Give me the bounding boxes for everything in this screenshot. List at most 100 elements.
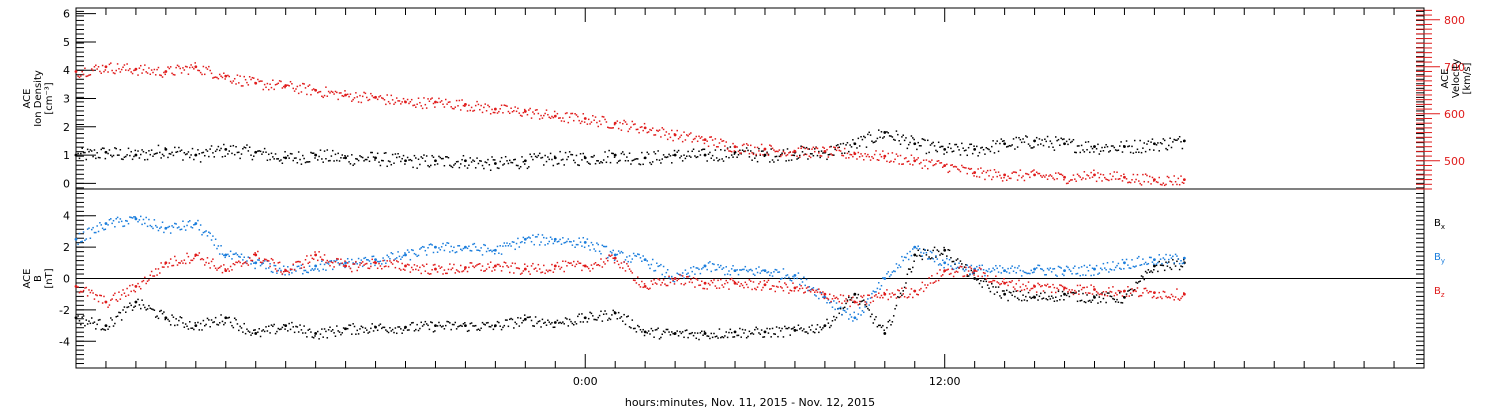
- scatter-dot-Bz: [85, 286, 88, 289]
- scatter-dot-black: [830, 145, 832, 148]
- scatter-dot-black: [917, 141, 919, 144]
- scatter-dot-By: [116, 216, 119, 219]
- scatter-dot-By: [189, 220, 191, 222]
- scatter-dot-Bx: [333, 332, 335, 334]
- scatter-dot-red: [214, 76, 217, 78]
- scatter-dot-By: [1180, 259, 1182, 262]
- scatter-dot-red: [274, 83, 277, 86]
- scatter-dot-Bx: [402, 329, 405, 331]
- scatter-dot-Bx: [624, 323, 627, 326]
- scatter-dot-Bx: [1031, 296, 1034, 299]
- scatter-dot-red: [171, 72, 173, 75]
- scatter-dot-Bx: [770, 336, 772, 338]
- scatter-dot-black: [868, 131, 870, 134]
- scatter-dot-Bx: [476, 329, 478, 331]
- scatter-dot-Bz: [428, 273, 431, 275]
- scatter-dot-red: [837, 146, 839, 149]
- scatter-dot-black: [892, 138, 895, 141]
- scatter-dot-By: [434, 246, 436, 249]
- scatter-dot-By: [480, 247, 482, 249]
- scatter-dot-red: [118, 68, 120, 70]
- scatter-dot-Bz: [1072, 293, 1075, 296]
- scatter-dot-black: [724, 149, 726, 152]
- scatter-dot-By: [744, 265, 747, 268]
- scatter-dot-red: [956, 168, 959, 170]
- scatter-dot-red: [676, 129, 678, 132]
- scatter-dot-red: [841, 154, 843, 157]
- scatter-dot-Bz: [126, 287, 128, 290]
- scatter-dot-black: [229, 145, 232, 147]
- scatter-dot-red: [481, 111, 484, 114]
- scatter-dot-By: [575, 243, 578, 246]
- scatter-dot-black: [1084, 141, 1087, 143]
- scatter-dot-By: [1121, 258, 1124, 261]
- scatter-dot-Bx: [888, 319, 891, 322]
- scatter-dot-black: [419, 163, 421, 166]
- scatter-dot-black: [78, 157, 81, 160]
- scatter-dot-red: [476, 100, 478, 103]
- scatter-dot-black: [413, 154, 416, 157]
- scatter-dot-Bz: [342, 265, 345, 267]
- scatter-dot-black: [816, 154, 819, 157]
- scatter-dot-black: [522, 161, 525, 163]
- scatter-dot-red: [846, 152, 849, 155]
- scatter-dot-By: [789, 279, 791, 281]
- scatter-dot-Bx: [812, 331, 815, 333]
- scatter-dot-red: [1093, 169, 1095, 172]
- scatter-dot-black: [1151, 138, 1154, 140]
- left-axis-title: ACE: [22, 89, 33, 109]
- scatter-dot-black: [777, 159, 779, 161]
- scatter-dot-By: [756, 271, 759, 274]
- scatter-dot-Bz: [104, 300, 107, 303]
- scatter-dot-black: [364, 158, 367, 161]
- scatter-dot-Bz: [831, 298, 834, 300]
- scatter-dot-Bx: [417, 329, 420, 332]
- scatter-dot-red: [1046, 178, 1049, 181]
- scatter-dot-Bz: [883, 291, 885, 294]
- scatter-dot-black: [246, 144, 248, 146]
- scatter-dot-Bx: [769, 328, 771, 330]
- scatter-dot-Bx: [248, 331, 251, 333]
- scatter-dot-black: [786, 148, 789, 150]
- scatter-dot-By: [93, 231, 96, 234]
- scatter-dot-red: [587, 118, 590, 121]
- scatter-dot-Bz: [468, 266, 470, 269]
- scatter-dot-Bx: [1025, 295, 1027, 298]
- scatter-dot-By: [668, 276, 670, 279]
- scatter-dot-red: [805, 153, 808, 156]
- scatter-dot-black: [594, 162, 597, 165]
- scatter-dot-red: [261, 80, 263, 82]
- scatter-dot-red: [431, 97, 433, 99]
- scatter-dot-By: [96, 225, 98, 227]
- scatter-dot-black: [1069, 141, 1072, 144]
- scatter-dot-By: [1030, 269, 1032, 272]
- scatter-dot-Bx: [857, 293, 860, 296]
- scatter-dot-Bx: [1042, 297, 1045, 299]
- scatter-dot-red: [1014, 171, 1016, 173]
- scatter-dot-Bx: [1168, 261, 1170, 263]
- scatter-dot-Bz: [910, 288, 913, 290]
- scatter-dot-Bz: [259, 261, 262, 263]
- scatter-dot-By: [126, 220, 128, 222]
- scatter-dot-red: [1040, 174, 1042, 177]
- scatter-dot-Bx: [179, 316, 181, 318]
- scatter-dot-Bx: [398, 326, 401, 328]
- scatter-dot-Bx: [519, 317, 522, 319]
- scatter-dot-red: [1025, 172, 1027, 175]
- scatter-dot-black: [1020, 141, 1023, 144]
- scatter-dot-red: [179, 67, 181, 70]
- scatter-dot-By: [95, 231, 97, 234]
- scatter-dot-black: [488, 163, 491, 166]
- scatter-dot-Bz: [981, 275, 983, 278]
- scatter-dot-red: [906, 160, 909, 163]
- scatter-dot-Bx: [391, 328, 394, 331]
- scatter-dot-Bx: [462, 323, 465, 325]
- scatter-dot-By: [1015, 271, 1018, 274]
- scatter-dot-Bx: [1046, 299, 1049, 301]
- scatter-dot-black: [612, 152, 614, 155]
- scatter-dot-By: [902, 259, 905, 262]
- scatter-dot-Bz: [857, 304, 860, 306]
- scatter-dot-red: [108, 63, 111, 66]
- scatter-dot-Bx: [681, 331, 684, 333]
- scatter-dot-Bx: [1061, 290, 1064, 293]
